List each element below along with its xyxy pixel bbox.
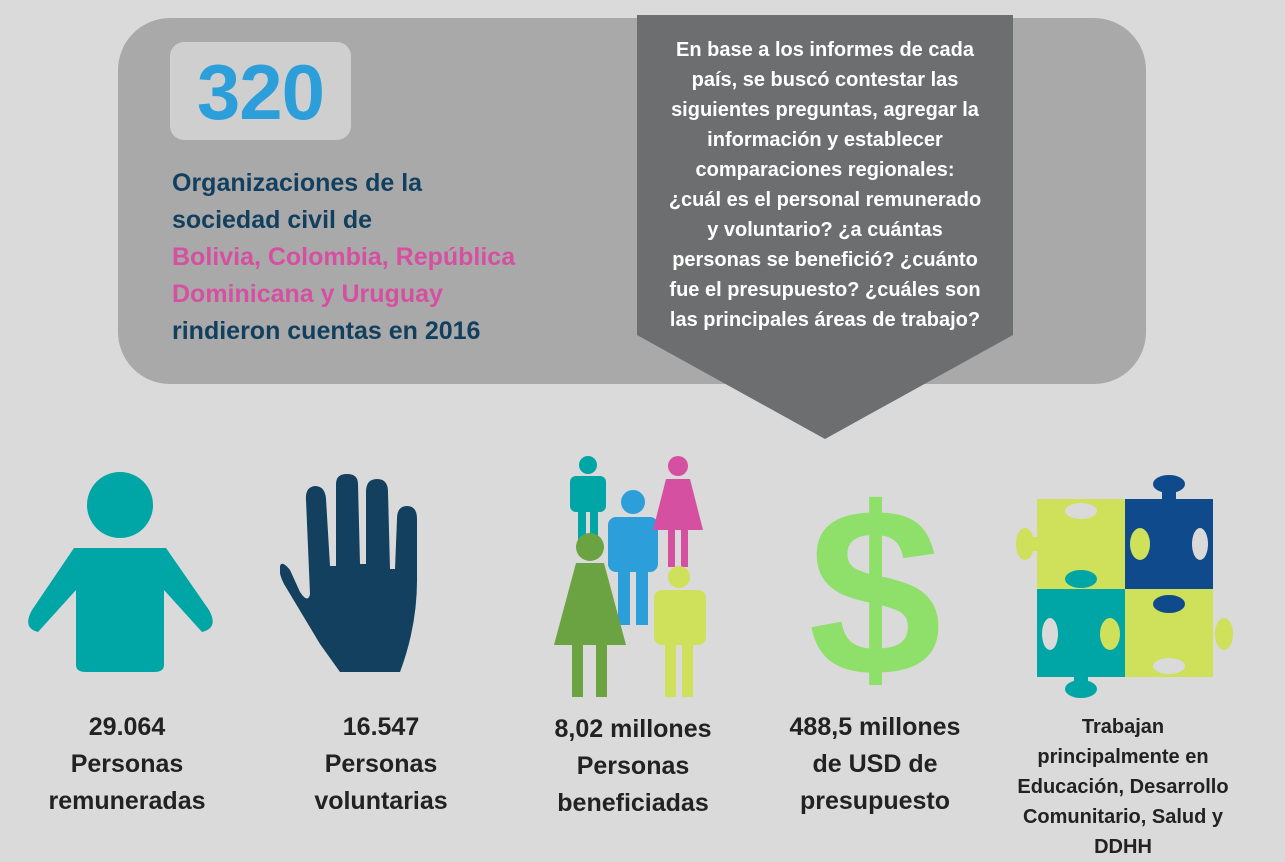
intro-text: Organizaciones de la sociedad civil de B… <box>172 165 515 350</box>
callout-line: información y establecer <box>707 129 943 151</box>
stat-label: Personas <box>324 750 438 778</box>
people-group-icon <box>554 456 706 697</box>
callout-line: comparaciones regionales: <box>695 159 955 181</box>
stat-budget: 488,5 millones de USD de presupuesto <box>755 709 995 820</box>
stat-beneficiaries: 8,02 millones Personas beneficiadas <box>513 711 753 822</box>
callout-line: personas se benefició? ¿cuánto <box>672 249 978 271</box>
callout-bubble <box>637 15 1013 439</box>
stat-label: Personas <box>576 752 690 780</box>
countries-line: Dominicana y Uruguay <box>172 280 443 308</box>
intro-line: sociedad civil de <box>172 206 373 234</box>
stat-label: Trabajan <box>1081 716 1165 738</box>
intro-line: rindieron cuentas en 2016 <box>172 317 481 345</box>
callout-line: En base a los informes de cada <box>676 39 974 61</box>
stat-value: 29.064 <box>88 713 166 741</box>
stat-label: de USD de <box>812 750 938 778</box>
hand-icon <box>280 474 418 672</box>
stat-paid-staff: 29.064 Personas remuneradas <box>7 709 247 820</box>
callout-line: siguientes preguntas, agregar la <box>671 99 979 121</box>
callout-line: y voluntario? ¿a cuántas <box>707 219 943 241</box>
callout-text: En base a los informes de cada país, se … <box>645 35 1005 335</box>
person-icon <box>28 472 213 672</box>
callout-line: país, se buscó contestar las <box>691 69 959 91</box>
stat-volunteers: 16.547 Personas voluntarias <box>261 709 501 820</box>
stat-value: 8,02 millones <box>554 715 712 743</box>
svg-text:$: $ <box>808 480 941 685</box>
stat-value: 16.547 <box>342 713 420 741</box>
dollar-icon: $ <box>808 480 941 685</box>
stat-label: Comunitario, Salud y <box>1022 806 1224 828</box>
organization-count: 320 <box>196 48 325 136</box>
stat-label: principalmente en <box>1037 746 1209 768</box>
callout-line: ¿cuál es el personal remunerado <box>668 189 982 211</box>
stat-label: remuneradas <box>48 787 206 815</box>
stat-label: voluntarias <box>314 787 448 815</box>
intro-line: Organizaciones de la <box>172 169 423 197</box>
stat-label: DDHH <box>1094 836 1152 858</box>
stat-label: Educación, Desarrollo <box>1017 776 1229 798</box>
stat-work-areas: Trabajan principalmente en Educación, De… <box>1003 712 1243 862</box>
countries-line: Bolivia, Colombia, República <box>172 243 516 271</box>
count-box <box>170 42 351 140</box>
stat-label: presupuesto <box>799 787 951 815</box>
stat-label: beneficiadas <box>557 789 709 817</box>
stat-label: Personas <box>70 750 184 778</box>
puzzle-icon <box>1016 475 1233 698</box>
callout-line: fue el presupuesto? ¿cuáles son <box>669 279 981 301</box>
callout-line: las principales áreas de trabajo? <box>669 309 981 331</box>
stat-value: 488,5 millones <box>789 713 961 741</box>
